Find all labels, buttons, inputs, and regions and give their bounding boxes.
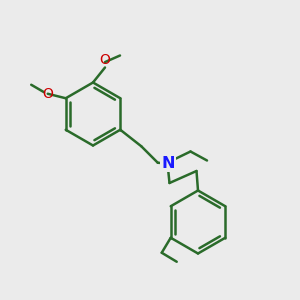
Text: O: O [100,53,110,68]
Text: O: O [42,87,53,101]
Text: N: N [161,156,175,171]
